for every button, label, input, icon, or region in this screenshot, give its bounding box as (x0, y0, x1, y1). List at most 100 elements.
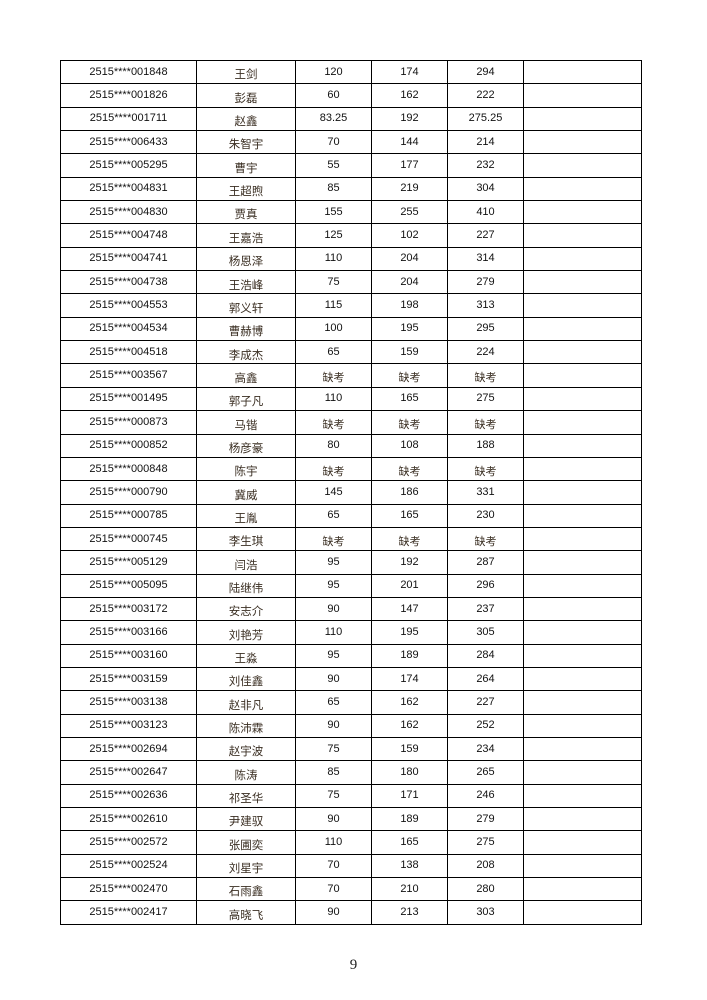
table-row: 2515****005295 曹宇 55 177 232 (60, 153, 642, 178)
candidate-id-cell: 2515****005095 (60, 573, 197, 598)
score-1-cell: 65 (295, 340, 372, 365)
score-2-cell: 138 (371, 853, 448, 879)
table-row: 2515****003172 安志介 90 147 237 (60, 596, 642, 622)
score-2-cell: 210 (371, 877, 448, 902)
candidate-name-cell: 王浩峰 (196, 270, 296, 295)
candidate-name-cell: 陈沛霖 (196, 713, 296, 738)
candidate-name-cell: 朱智宇 (196, 130, 296, 155)
table-row: 2515****000873 马锴 缺考 缺考 缺考 (60, 410, 642, 435)
total-score-cell: 275 (447, 830, 524, 855)
candidate-name-cell: 高鑫 (196, 363, 296, 388)
score-1-cell: 145 (295, 480, 372, 505)
score-2-cell: 219 (371, 176, 448, 202)
table-row: 2515****000745 李生琪 缺考 缺考 缺考 (60, 526, 642, 552)
score-1-cell: 缺考 (295, 526, 372, 552)
table-row: 2515****004518 李成杰 65 159 224 (60, 340, 642, 365)
score-2-cell: 195 (371, 620, 448, 645)
candidate-id-cell: 2515****000848 (60, 456, 197, 482)
remark-cell (523, 293, 642, 318)
candidate-name-cell: 李生琪 (196, 526, 296, 552)
score-1-cell: 70 (295, 877, 372, 902)
candidate-name-cell: 李成杰 (196, 340, 296, 365)
candidate-name-cell: 彭磊 (196, 83, 296, 108)
candidate-name-cell: 赵非凡 (196, 690, 296, 715)
candidate-id-cell: 2515****004748 (60, 223, 197, 248)
score-2-cell: 186 (371, 480, 448, 505)
score-2-cell: 102 (371, 223, 448, 248)
remark-cell (523, 853, 642, 879)
candidate-id-cell: 2515****003123 (60, 713, 197, 738)
total-score-cell: 331 (447, 480, 524, 505)
score-table-body: 2515****001848 王剑 120 174 294 2515****001826 彭… (60, 59, 642, 925)
remark-cell (523, 526, 642, 552)
remark-cell (523, 573, 642, 598)
score-2-cell: 195 (371, 316, 448, 342)
candidate-id-cell: 2515****005295 (60, 153, 197, 178)
score-2-cell: 174 (371, 666, 448, 692)
total-score-cell: 284 (447, 643, 524, 668)
score-1-cell: 110 (295, 830, 372, 855)
total-score-cell: 227 (447, 690, 524, 715)
remark-cell (523, 666, 642, 692)
candidate-id-cell: 2515****004553 (60, 293, 197, 318)
score-2-cell: 162 (371, 713, 448, 738)
candidate-id-cell: 2515****003172 (60, 596, 197, 622)
candidate-id-cell: 2515****006433 (60, 130, 197, 155)
remark-cell (523, 480, 642, 505)
table-row: 2515****005095 陆继伟 95 201 296 (60, 573, 642, 598)
candidate-id-cell: 2515****003160 (60, 643, 197, 668)
score-2-cell: 204 (371, 246, 448, 272)
table-row: 2515****003567 高鑫 缺考 缺考 缺考 (60, 363, 642, 388)
table-row: 2515****004553 郭义轩 115 198 313 (60, 293, 642, 318)
candidate-name-cell: 闫浩 (196, 550, 296, 575)
score-1-cell: 缺考 (295, 410, 372, 435)
candidate-name-cell: 杨彦豪 (196, 433, 296, 458)
candidate-name-cell: 石雨鑫 (196, 877, 296, 902)
candidate-id-cell: 2515****000790 (60, 480, 197, 505)
candidate-id-cell: 2515****000745 (60, 526, 197, 552)
score-1-cell: 55 (295, 153, 372, 178)
candidate-id-cell: 2515****003138 (60, 690, 197, 715)
total-score-cell: 214 (447, 130, 524, 155)
score-1-cell: 缺考 (295, 456, 372, 482)
score-2-cell: 165 (371, 503, 448, 528)
total-score-cell: 279 (447, 270, 524, 295)
total-score-cell: 237 (447, 596, 524, 622)
candidate-name-cell: 高晓飞 (196, 900, 296, 925)
score-1-cell: 70 (295, 130, 372, 155)
table-row: 2515****003159 刘佳鑫 90 174 264 (60, 666, 642, 692)
remark-cell (523, 200, 642, 225)
table-row: 2515****003166 刘艳芳 110 195 305 (60, 620, 642, 645)
remark-cell (523, 223, 642, 248)
candidate-id-cell: 2515****001848 (60, 59, 197, 85)
total-score-cell: 265 (447, 760, 524, 785)
remark-cell (523, 760, 642, 785)
total-score-cell: 缺考 (447, 410, 524, 435)
remark-cell (523, 153, 642, 178)
total-score-cell: 296 (447, 573, 524, 598)
candidate-name-cell: 郭义轩 (196, 293, 296, 318)
candidate-name-cell: 郭子凡 (196, 386, 296, 412)
score-1-cell: 110 (295, 386, 372, 412)
candidate-name-cell: 刘佳鑫 (196, 666, 296, 692)
total-score-cell: 246 (447, 783, 524, 809)
remark-cell (523, 130, 642, 155)
score-2-cell: 162 (371, 690, 448, 715)
table-row: 2515****002647 陈涛 85 180 265 (60, 760, 642, 785)
table-row: 2515****003138 赵非凡 65 162 227 (60, 690, 642, 715)
candidate-id-cell: 2515****003166 (60, 620, 197, 645)
total-score-cell: 275 (447, 386, 524, 412)
score-1-cell: 90 (295, 596, 372, 622)
candidate-id-cell: 2515****004831 (60, 176, 197, 202)
table-row: 2515****004741 杨恩泽 110 204 314 (60, 246, 642, 272)
score-2-cell: 255 (371, 200, 448, 225)
remark-cell (523, 386, 642, 412)
table-row: 2515****004738 王浩峰 75 204 279 (60, 270, 642, 295)
score-2-cell: 159 (371, 736, 448, 762)
table-row: 2515****002572 张圃奕 110 165 275 (60, 830, 642, 855)
total-score-cell: 222 (447, 83, 524, 108)
total-score-cell: 232 (447, 153, 524, 178)
total-score-cell: 280 (447, 877, 524, 902)
candidate-name-cell: 王淼 (196, 643, 296, 668)
total-score-cell: 缺考 (447, 456, 524, 482)
